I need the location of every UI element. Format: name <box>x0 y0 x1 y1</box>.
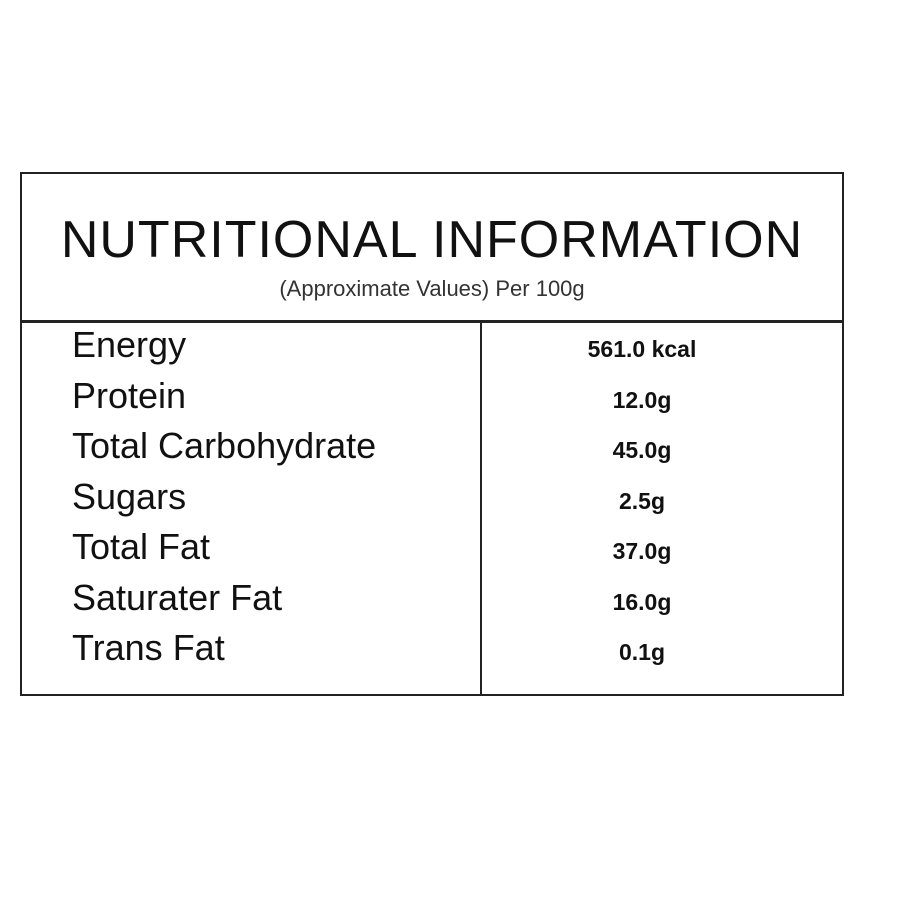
subtitle: (Approximate Values) Per 100g <box>279 276 585 301</box>
nutrition-panel: NUTRITIONAL INFORMATION (Approximate Val… <box>20 172 844 696</box>
nutrient-name: Sugars <box>72 475 187 517</box>
nutrient-value: 561.0 kcal <box>587 336 697 362</box>
title: NUTRITIONAL INFORMATION <box>60 211 804 269</box>
nutrient-value: 45.0g <box>612 437 672 463</box>
nutrient-value: 16.0g <box>612 588 672 615</box>
nutrient-name: Energy <box>72 324 187 365</box>
divider <box>22 320 842 323</box>
nutrient-value: 0.1g <box>618 639 666 665</box>
nutrient-value: 12.0g <box>612 386 672 413</box>
nutrient-name: Trans Fat <box>72 627 225 668</box>
nutrient-name: Saturater Fat <box>72 576 283 618</box>
nutrient-value: 37.0g <box>612 538 672 564</box>
nutrient-name: Total Carbohydrate <box>72 425 377 466</box>
nutrient-value: 2.5g <box>618 487 666 514</box>
nutrient-name: Protein <box>72 374 187 416</box>
nutrient-name: Total Fat <box>72 526 211 567</box>
column-divider <box>480 322 482 694</box>
